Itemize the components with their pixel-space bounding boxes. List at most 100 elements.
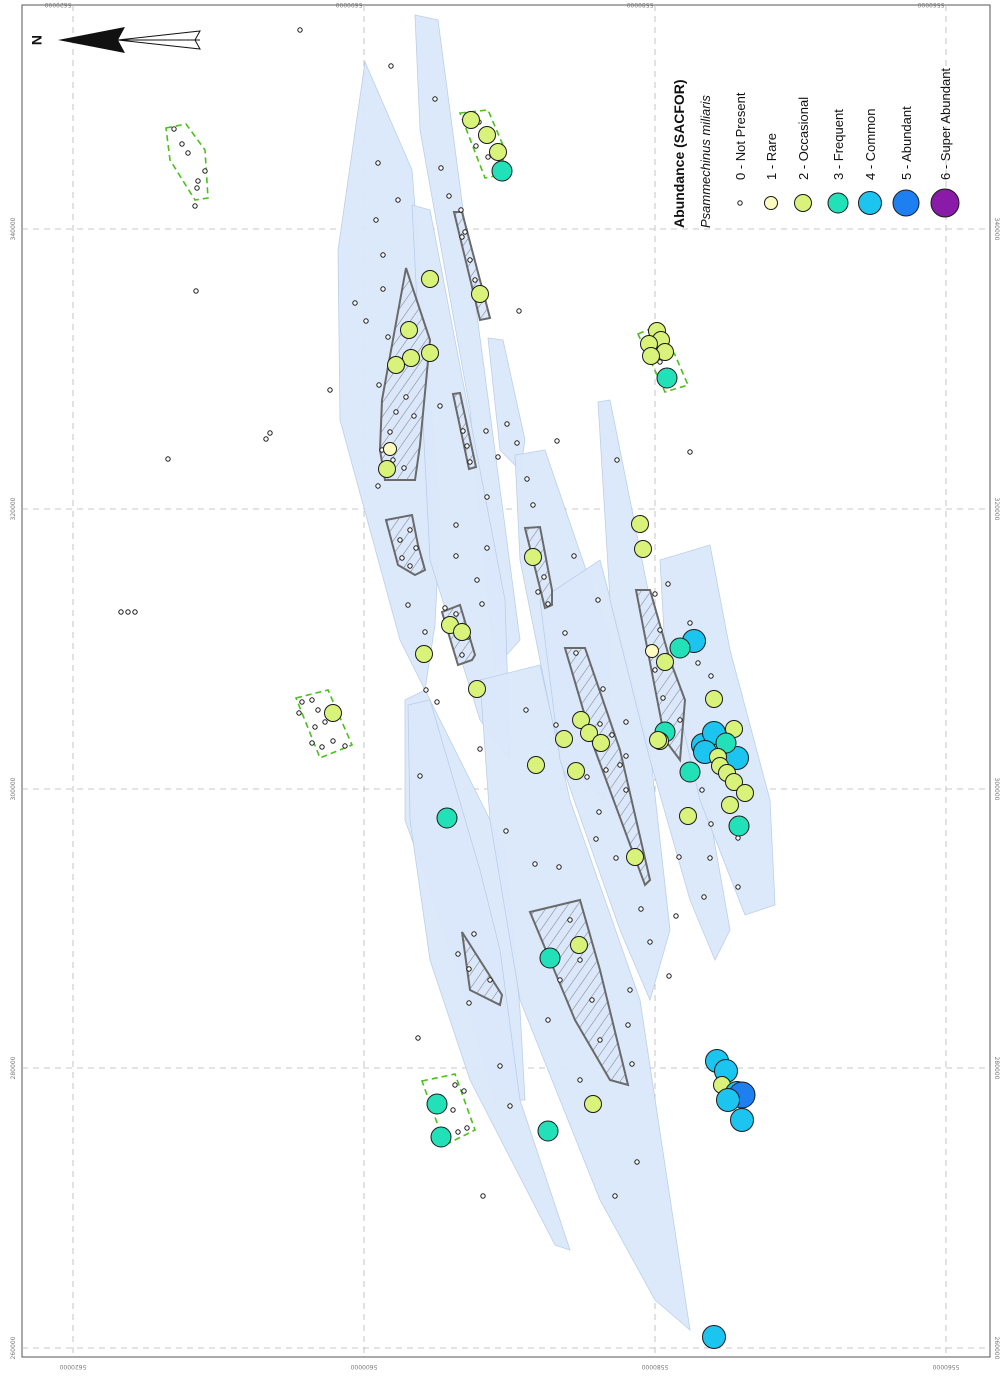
- station-marker: [309, 740, 315, 746]
- hatched-zone-4: [384, 513, 427, 577]
- station-marker: [642, 347, 660, 365]
- hatched-zone-5: [523, 525, 553, 610]
- legend-label: 4 - Common: [863, 108, 878, 180]
- station-marker: [411, 413, 417, 419]
- station-marker: [592, 734, 610, 752]
- legend-label: 5 - Abundant: [899, 106, 914, 180]
- station-marker: [309, 697, 315, 703]
- legend-item: 3 - Frequent: [827, 109, 849, 214]
- station-marker: [462, 111, 480, 129]
- station-marker: [489, 143, 507, 161]
- tick-top-4: 5560000: [917, 1, 944, 8]
- station-marker: [679, 807, 697, 825]
- station-marker: [322, 719, 328, 725]
- station-marker: [479, 601, 485, 607]
- legend-swatch: [858, 191, 882, 215]
- station-marker: [623, 787, 629, 793]
- station-marker: [595, 597, 601, 603]
- tick-left-2: 320000: [10, 497, 17, 520]
- tick-bottom-4: 5560000: [932, 1363, 959, 1370]
- station-marker: [478, 126, 496, 144]
- station-marker: [593, 836, 599, 842]
- station-marker: [407, 563, 413, 569]
- station-marker: [432, 96, 438, 102]
- station-marker: [132, 609, 138, 615]
- station-marker: [387, 429, 393, 435]
- station-marker: [596, 809, 602, 815]
- station-marker: [679, 761, 701, 783]
- station-marker: [483, 428, 489, 434]
- station-marker: [699, 787, 705, 793]
- legend-label: 1 - Rare: [764, 133, 779, 180]
- tick-bottom-1: 5620000: [59, 1363, 86, 1370]
- station-marker: [503, 828, 509, 834]
- station-marker: [597, 1037, 603, 1043]
- station-marker: [617, 762, 623, 768]
- station-marker: [352, 300, 358, 306]
- station-marker: [415, 645, 433, 663]
- station-marker: [541, 574, 547, 580]
- legend: Abundance (SACFOR) Psammechinus miliaris…: [671, 68, 960, 228]
- tick-bottom-2: 5600000: [350, 1363, 377, 1370]
- station-marker: [553, 722, 559, 728]
- legend-swatch: [794, 194, 812, 212]
- legend-title: Abundance (SACFOR): [671, 79, 687, 228]
- station-marker: [461, 1088, 467, 1094]
- tick-left-5: 260000: [10, 1336, 17, 1359]
- station-marker: [403, 394, 409, 400]
- station-marker: [263, 436, 269, 442]
- station-marker: [471, 931, 477, 937]
- station-marker: [577, 1077, 583, 1083]
- station-marker: [388, 63, 394, 69]
- station-marker: [666, 973, 672, 979]
- legend-swatch: [930, 188, 960, 218]
- station-marker: [466, 966, 472, 972]
- station-marker: [438, 165, 444, 171]
- station-marker: [516, 308, 522, 314]
- station-marker: [442, 605, 448, 611]
- station-marker: [645, 644, 659, 658]
- legend-item: 0 - Not Present: [733, 92, 748, 206]
- station-marker: [400, 321, 418, 339]
- station-marker: [467, 257, 473, 263]
- station-marker: [708, 821, 714, 827]
- station-marker: [545, 1017, 551, 1023]
- station-marker: [634, 540, 652, 558]
- station-marker: [387, 356, 405, 374]
- station-marker: [530, 502, 536, 508]
- sampling-box-1: [165, 123, 209, 201]
- station-marker: [556, 864, 562, 870]
- station-marker: [380, 252, 386, 258]
- station-marker: [555, 730, 573, 748]
- hatched-zone-10: [528, 898, 630, 1087]
- station-marker: [716, 1088, 740, 1112]
- legend-label: 3 - Frequent: [831, 109, 846, 180]
- station-marker: [597, 721, 603, 727]
- tick-bottom-3: 5580000: [641, 1363, 668, 1370]
- station-marker: [390, 457, 396, 463]
- station-marker: [474, 577, 480, 583]
- station-marker: [701, 894, 707, 900]
- legend-item: 2 - Occasional: [794, 97, 812, 212]
- station-marker: [673, 913, 679, 919]
- tick-left-3: 300000: [10, 777, 17, 800]
- station-marker: [459, 234, 465, 240]
- station-marker: [524, 548, 542, 566]
- station-marker: [485, 154, 491, 160]
- legend-swatch: [737, 200, 743, 206]
- station-marker: [695, 660, 701, 666]
- station-marker: [676, 854, 682, 860]
- station-marker: [677, 717, 683, 723]
- station-marker: [401, 465, 407, 471]
- station-marker: [567, 762, 585, 780]
- station-marker: [480, 1193, 486, 1199]
- station-marker: [626, 848, 644, 866]
- station-marker: [330, 738, 336, 744]
- station-marker: [315, 707, 321, 713]
- station-marker: [297, 27, 303, 33]
- station-marker: [327, 387, 333, 393]
- station-marker: [532, 861, 538, 867]
- station-marker: [426, 1093, 448, 1115]
- station-marker: [452, 1082, 458, 1088]
- station-marker: [413, 545, 419, 551]
